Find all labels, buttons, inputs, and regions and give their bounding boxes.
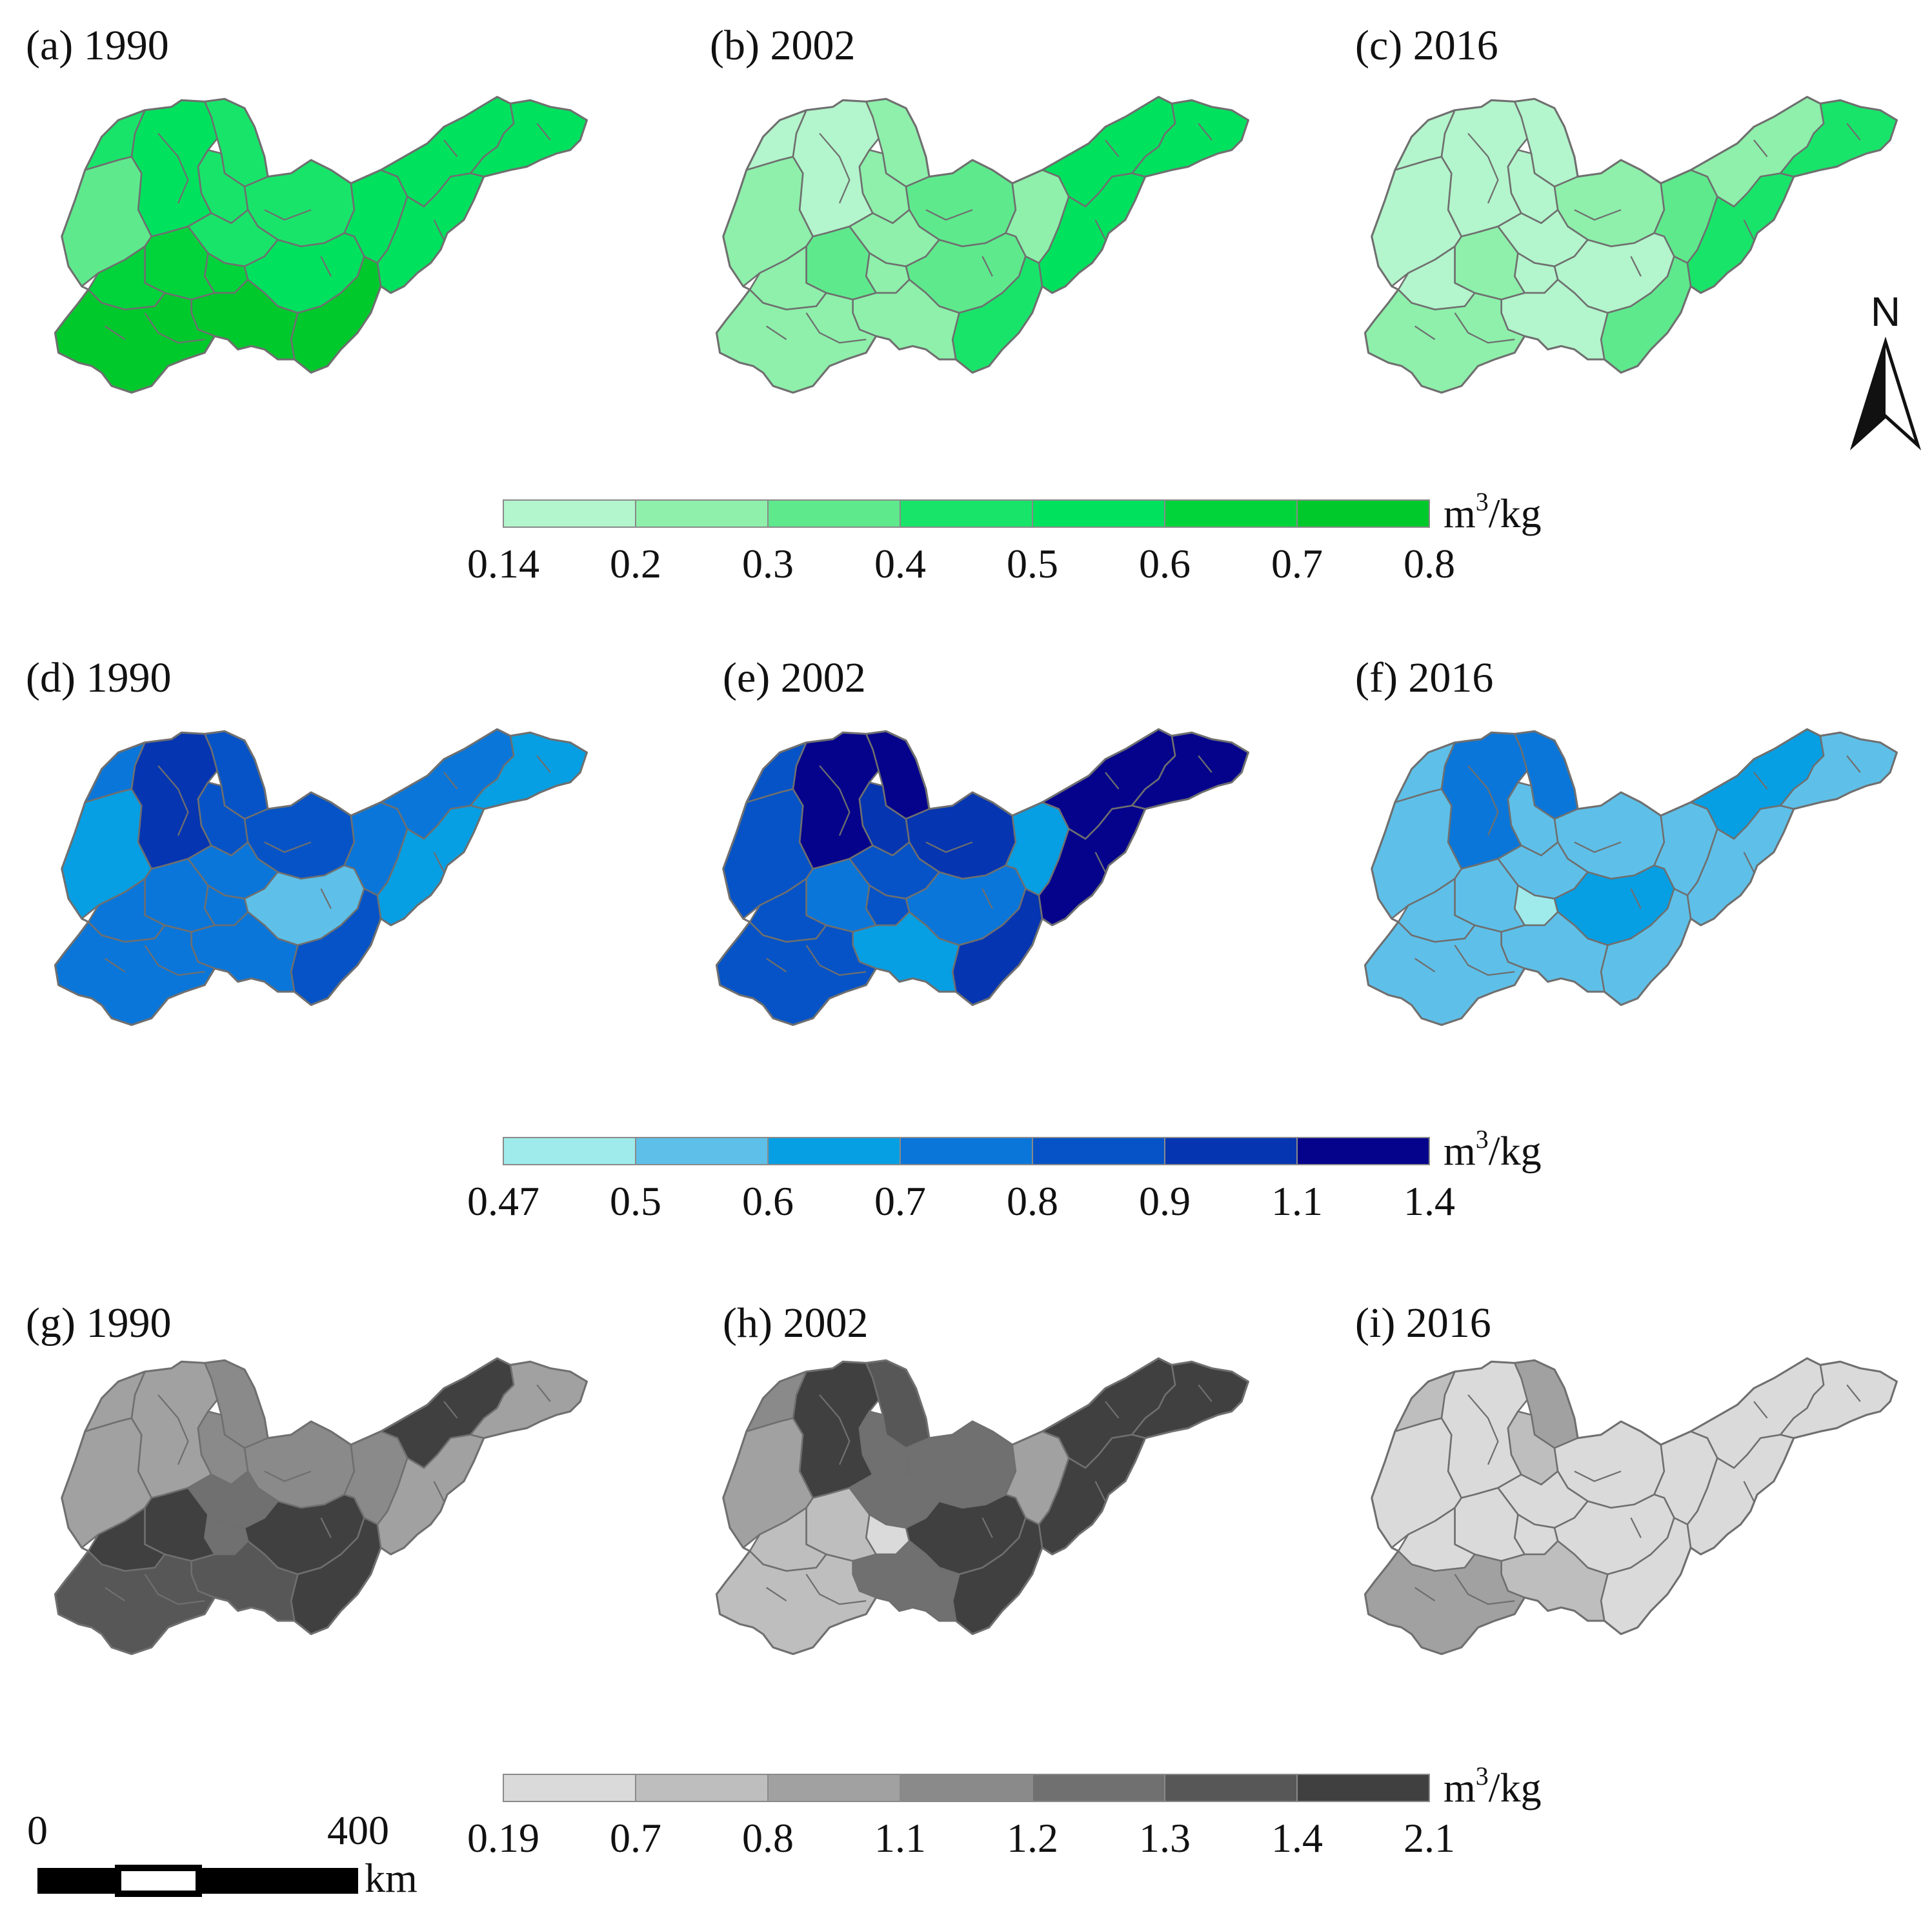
legend-tick-label: 1.4: [1404, 1178, 1455, 1224]
legend-swatch: [900, 499, 1033, 528]
legends: 0.14 0.2 0.3 0.4 0.5 0.6 0.7 0.8 m3/kg 0.47 0.5 0.6…: [467, 487, 1542, 1861]
legend-swatch: [635, 1137, 769, 1165]
legend-unit: m3/kg: [1444, 1125, 1542, 1174]
legend-swatch: [1296, 1774, 1430, 1802]
legend-tick-label: 0.8: [742, 1815, 794, 1861]
panel-title-b: (b) 2002: [710, 22, 855, 69]
legend-swatch: [503, 1137, 636, 1165]
legend-tick-label: 0.2: [610, 541, 661, 587]
north-arrow: N: [1849, 288, 1922, 450]
legend-tick-label: 1.2: [1007, 1815, 1058, 1861]
legend-tick-label: 2.1: [1404, 1815, 1455, 1861]
scale-bar-end-label: 400: [327, 1807, 389, 1853]
map-panel-f: [1363, 728, 1898, 1027]
legend-green: 0.14 0.2 0.3 0.4 0.5 0.6 0.7 0.8 m3/kg: [467, 487, 1542, 587]
legend-swatch: [1164, 1137, 1298, 1165]
legend-tick-label: 1.3: [1139, 1815, 1191, 1861]
map-panel-i: [1363, 1357, 1898, 1656]
legend-tick-label: 0.4: [874, 541, 926, 587]
map-panel-c: [1363, 95, 1898, 394]
legend-swatch: [635, 1774, 769, 1802]
map-panel-g: [54, 1357, 588, 1656]
legend-tick-label: 0.5: [610, 1178, 661, 1224]
map-panel-d: [54, 728, 588, 1027]
map-panel-e: [715, 728, 1249, 1027]
legend-tick-label: 0.7: [874, 1178, 926, 1224]
scale-bar: 0 400 km: [27, 1807, 418, 1901]
legend-swatch: [635, 499, 769, 528]
panel-title-e: (e) 2002: [723, 654, 866, 701]
legend-unit: m3/kg: [1444, 487, 1542, 536]
panel-title-f: (f) 2016: [1355, 654, 1493, 701]
map-panel-a: [54, 95, 588, 394]
legend-tick-label: 1.1: [1271, 1178, 1323, 1224]
panel-title-d: (d) 1990: [26, 654, 171, 701]
scale-bar-start-label: 0: [27, 1807, 48, 1853]
legend-tick-label: 0.14: [467, 541, 539, 587]
legend-swatch: [503, 499, 636, 528]
panel-title-h: (h) 2002: [723, 1299, 868, 1347]
legend-swatch: [767, 1774, 901, 1802]
legend-tick-label: 0.7: [1271, 541, 1323, 587]
legend-swatch: [1164, 1774, 1298, 1802]
legend-tick-label: 0.6: [1139, 541, 1191, 587]
legend-tick-label: 0.6: [742, 1178, 794, 1224]
legend-swatch: [1032, 1774, 1165, 1802]
scale-bar-segment-3: [199, 1868, 358, 1894]
panel-titles: (a) 1990 (b) 2002 (c) 2016 (d) 1990 (e) …: [26, 22, 1498, 1347]
legend-swatch: [767, 1137, 901, 1165]
legend-tick-label: 0.8: [1404, 541, 1455, 587]
legend-swatch: [1296, 1137, 1430, 1165]
legend-unit: m3/kg: [1444, 1761, 1542, 1811]
north-arrow-label: N: [1871, 288, 1900, 335]
legend-tick-label: 0.8: [1007, 1178, 1058, 1224]
map-panel-b: [715, 95, 1249, 394]
legend-swatch: [767, 499, 901, 528]
panel-title-i: (i) 2016: [1355, 1299, 1491, 1347]
legend-swatch: [900, 1774, 1033, 1802]
legend-swatch: [1164, 499, 1298, 528]
scale-bar-segment-2: [115, 1865, 202, 1897]
legend-swatch: [1032, 1137, 1165, 1165]
scale-bar-segment-1: [37, 1868, 118, 1894]
legend-tick-label: 0.7: [610, 1815, 661, 1861]
legend-swatch: [503, 1774, 636, 1802]
map-panels: [54, 95, 1898, 1656]
legend-tick-label: 0.3: [742, 541, 794, 587]
legend-swatch: [900, 1137, 1033, 1165]
panel-title-g: (g) 1990: [26, 1299, 171, 1347]
legend-tick-label: 1.4: [1271, 1815, 1323, 1861]
legend-blue: 0.47 0.5 0.6 0.7 0.8 0.9 1.1 1.4m3/kg: [467, 1125, 1542, 1224]
map-panel-h: [715, 1357, 1249, 1656]
legend-tick-label: 0.19: [467, 1815, 539, 1861]
legend-gray: 0.19 0.7 0.8 1.1 1.2 1.3 1.4 2.1m3/kg: [467, 1761, 1542, 1861]
scale-bar-unit: km: [365, 1855, 418, 1901]
panel-title-a: (a) 1990: [26, 22, 169, 69]
legend-tick-label: 0.9: [1139, 1178, 1191, 1224]
legend-tick-label: 1.1: [874, 1815, 926, 1861]
legend-tick-label: 0.47: [467, 1178, 539, 1224]
legend-swatch: [1032, 499, 1165, 528]
panel-title-c: (c) 2016: [1355, 22, 1498, 69]
legend-swatch: [1296, 499, 1430, 528]
legend-tick-label: 0.5: [1007, 541, 1058, 587]
